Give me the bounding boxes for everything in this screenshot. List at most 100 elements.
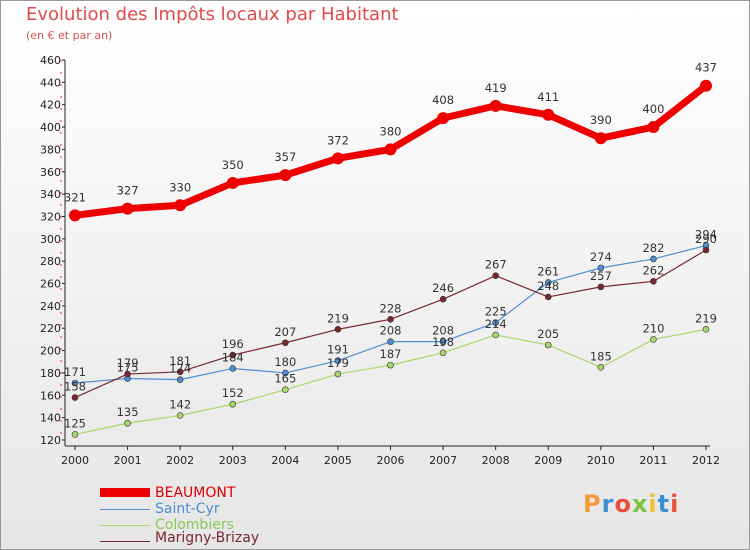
legend-label-colombiers: Colombiers — [155, 517, 234, 533]
data-point-colombiers — [650, 336, 657, 343]
data-point-colombiers — [597, 364, 605, 371]
data-label-marigny-brizay: 257 — [590, 269, 612, 283]
data-point-colombiers — [387, 361, 394, 369]
data-label-saint-cyr: 171 — [64, 365, 86, 379]
data-label-marigny-brizay: 179 — [117, 356, 139, 370]
data-label-beaumont: 372 — [327, 133, 349, 147]
data-point-colombiers — [544, 341, 552, 349]
logo-letter: t — [657, 490, 671, 518]
chart-subtitle: (en € et par an) — [26, 29, 113, 42]
data-label-saint-cyr: 274 — [590, 250, 612, 264]
data-point-marigny-brizay — [544, 293, 552, 301]
data-label-beaumont: 437 — [695, 61, 717, 75]
data-point-saint-cyr — [334, 357, 342, 364]
y-tick-label: 400 — [40, 121, 61, 134]
data-point-beaumont — [489, 99, 502, 112]
y-tick-label: 380 — [40, 143, 61, 156]
logo-letter: i — [648, 490, 658, 518]
data-point-colombiers — [439, 349, 447, 357]
data-label-marigny-brizay: 219 — [327, 311, 349, 325]
y-tick-label: 240 — [40, 300, 61, 313]
data-label-saint-cyr: 174 — [169, 362, 191, 376]
x-tick-label: 2011 — [639, 454, 667, 467]
data-label-marigny-brizay: 207 — [274, 325, 296, 339]
y-tick-label: 280 — [40, 255, 61, 268]
data-point-saint-cyr — [176, 376, 184, 383]
logo-letter: P — [583, 490, 602, 518]
data-point-marigny-brizay — [439, 295, 447, 303]
data-point-saint-cyr — [282, 369, 289, 377]
data-label-saint-cyr: 208 — [380, 324, 402, 338]
data-label-colombiers: 210 — [642, 321, 664, 335]
data-label-beaumont: 380 — [380, 124, 402, 138]
data-label-saint-cyr: 282 — [642, 241, 664, 255]
x-tick-label: 2006 — [377, 454, 405, 467]
data-point-beaumont — [437, 112, 450, 125]
data-point-beaumont — [69, 209, 81, 222]
data-label-colombiers: 219 — [695, 311, 717, 325]
x-tick-label: 2001 — [114, 454, 142, 467]
data-label-beaumont: 321 — [64, 190, 86, 204]
x-tick-label: 2012 — [692, 454, 720, 467]
data-point-marigny-brizay — [650, 277, 657, 285]
y-tick-label: 200 — [40, 345, 61, 358]
y-tick-label: 300 — [40, 233, 61, 246]
data-label-marigny-brizay: 290 — [695, 232, 717, 246]
data-label-colombiers: 185 — [590, 349, 612, 363]
data-label-beaumont: 357 — [274, 150, 296, 164]
chart-axes: 1201401601802002202402602803003203403603… — [40, 54, 720, 467]
y-tick-label: 420 — [40, 99, 61, 112]
data-label-saint-cyr: 225 — [485, 305, 507, 319]
data-label-marigny-brizay: 181 — [169, 354, 191, 368]
y-tick-label: 260 — [40, 278, 61, 291]
y-tick-label: 460 — [40, 54, 61, 67]
data-point-beaumont — [384, 143, 397, 156]
data-point-saint-cyr — [544, 279, 552, 286]
data-label-saint-cyr: 184 — [222, 350, 244, 364]
data-point-marigny-brizay — [702, 246, 710, 254]
data-point-marigny-brizay — [492, 272, 499, 280]
data-label-colombiers: 125 — [64, 416, 86, 430]
data-label-marigny-brizay: 267 — [485, 258, 507, 272]
y-tick-label: 140 — [40, 412, 61, 425]
data-point-saint-cyr — [229, 365, 237, 372]
data-label-colombiers: 187 — [380, 347, 402, 361]
data-label-marigny-brizay: 228 — [380, 301, 402, 315]
data-point-beaumont — [647, 121, 660, 134]
data-point-beaumont — [121, 202, 134, 215]
data-label-beaumont: 419 — [485, 81, 507, 95]
x-tick-label: 2002 — [166, 454, 194, 467]
data-label-saint-cyr: 180 — [274, 355, 296, 369]
data-point-colombiers — [71, 431, 79, 438]
data-point-marigny-brizay — [176, 368, 184, 376]
x-tick-label: 2009 — [534, 454, 562, 467]
data-point-beaumont — [542, 108, 555, 121]
data-point-marigny-brizay — [71, 394, 79, 401]
y-tick-label: 220 — [40, 322, 61, 335]
y-tick-label: 360 — [40, 166, 61, 179]
series-line-colombiers — [74, 328, 707, 436]
x-tick-label: 2004 — [271, 454, 299, 467]
legend-swatch-saint-cyr — [100, 509, 150, 510]
data-label-colombiers: 142 — [169, 397, 191, 411]
data-label-beaumont: 330 — [169, 180, 191, 194]
data-label-colombiers: 152 — [222, 386, 244, 400]
proxiti-logo: Proxiti — [583, 490, 679, 518]
logo-letter: o — [614, 490, 632, 518]
data-label-beaumont: 408 — [432, 93, 454, 107]
y-tick-label: 320 — [40, 210, 61, 223]
data-label-saint-cyr: 191 — [327, 343, 349, 357]
data-label-colombiers: 165 — [274, 372, 296, 386]
data-point-saint-cyr — [650, 255, 657, 263]
data-label-beaumont: 411 — [537, 90, 559, 104]
logo-letter: x — [631, 490, 649, 518]
y-tick-label: 340 — [40, 188, 61, 201]
data-point-colombiers — [124, 419, 131, 427]
data-point-colombiers — [334, 370, 342, 378]
y-tick-label: 160 — [40, 389, 61, 402]
data-point-marigny-brizay — [597, 283, 605, 291]
data-label-saint-cyr: 175 — [117, 361, 139, 375]
x-tick-label: 2000 — [61, 454, 89, 467]
